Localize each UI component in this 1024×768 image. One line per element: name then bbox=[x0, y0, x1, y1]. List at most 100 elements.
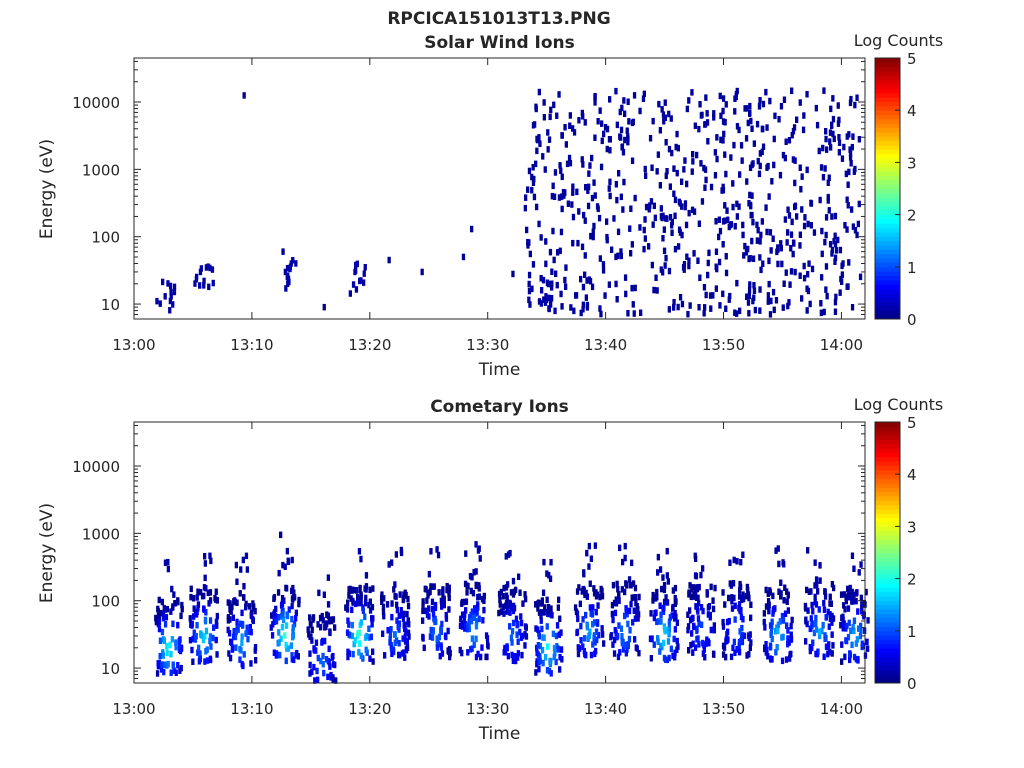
heatmap-cell bbox=[319, 615, 323, 622]
heatmap-cell bbox=[852, 565, 856, 572]
heatmap-cell bbox=[718, 302, 722, 309]
heatmap-cell bbox=[588, 604, 592, 611]
heatmap-cell bbox=[203, 560, 207, 567]
heatmap-cell bbox=[510, 651, 514, 659]
heatmap-cell bbox=[389, 626, 393, 633]
heatmap-cell bbox=[502, 610, 506, 617]
heatmap-cell bbox=[665, 215, 669, 222]
colorbar-segment bbox=[875, 656, 900, 662]
heatmap-cell bbox=[157, 596, 161, 604]
heatmap-cell bbox=[286, 272, 290, 279]
heatmap-cell bbox=[177, 637, 181, 645]
heatmap-cell bbox=[820, 627, 824, 635]
heatmap-cell bbox=[206, 263, 210, 270]
heatmap-cell bbox=[735, 310, 739, 317]
heatmap-cell bbox=[582, 635, 587, 642]
heatmap-cell bbox=[196, 588, 200, 595]
heatmap-cell bbox=[542, 558, 546, 566]
heatmap-cell bbox=[280, 602, 284, 609]
heatmap-cell bbox=[253, 647, 257, 654]
colorbar-segment bbox=[875, 478, 900, 484]
heatmap-cell bbox=[768, 229, 773, 236]
heatmap-cell bbox=[584, 294, 588, 301]
heatmap-cell bbox=[601, 261, 606, 268]
y-tick-label: 100 bbox=[91, 229, 120, 247]
y-tick-label: 100 bbox=[91, 593, 120, 611]
heatmap-cell bbox=[776, 621, 780, 629]
heatmap-cell bbox=[195, 622, 199, 629]
heatmap-cell bbox=[600, 625, 604, 632]
heatmap-cell bbox=[687, 262, 691, 270]
heatmap-cell bbox=[283, 268, 287, 276]
heatmap-cell bbox=[745, 583, 749, 591]
heatmap-cell bbox=[578, 600, 582, 608]
heatmap-cell bbox=[758, 162, 762, 170]
colorbar-segment bbox=[875, 574, 900, 580]
heatmap-cell bbox=[783, 610, 788, 617]
heatmap-cell bbox=[769, 631, 773, 638]
heatmap-cell bbox=[624, 607, 628, 614]
heatmap-cell bbox=[348, 585, 352, 593]
heatmap-cell bbox=[822, 606, 827, 613]
panel-solar-wind: 13:00 13:10 13:20 13:30 13:40 13:50 14:0010100… bbox=[37, 31, 943, 380]
heatmap-cell bbox=[252, 603, 256, 611]
heatmap-cell bbox=[161, 649, 165, 656]
heatmap-cell bbox=[549, 605, 553, 612]
heatmap-cell bbox=[670, 149, 674, 157]
heatmap-cell bbox=[732, 141, 736, 149]
heatmap-cell bbox=[536, 600, 540, 607]
heatmap-cell bbox=[641, 95, 646, 102]
heatmap-cell bbox=[761, 125, 765, 133]
heatmap-cell bbox=[766, 590, 770, 597]
heatmap-cell bbox=[818, 196, 822, 204]
heatmap-cell bbox=[612, 599, 617, 607]
heatmap-cell bbox=[287, 606, 291, 613]
y-tick-label: 10000 bbox=[72, 94, 120, 112]
heatmap-cell bbox=[803, 602, 808, 610]
heatmap-cell bbox=[661, 235, 665, 242]
heatmap-cell bbox=[769, 628, 774, 635]
heatmap-cell bbox=[836, 120, 841, 127]
heatmap-cell bbox=[169, 608, 173, 615]
heatmap-cell bbox=[356, 593, 360, 601]
heatmap-cell bbox=[322, 591, 326, 598]
heatmap-cell bbox=[290, 652, 294, 659]
heatmap-cell bbox=[523, 591, 527, 598]
heatmap-cell bbox=[855, 94, 859, 101]
heatmap-cell bbox=[539, 300, 543, 307]
heatmap-cell bbox=[154, 614, 158, 622]
heatmap-cell bbox=[788, 281, 792, 288]
heatmap-cell bbox=[249, 660, 253, 667]
heatmap-cell bbox=[632, 92, 637, 99]
heatmap-cell bbox=[276, 589, 281, 596]
heatmap-cell bbox=[763, 624, 767, 631]
heatmap-cell bbox=[159, 666, 164, 673]
x-tick-label: 13:30 bbox=[466, 700, 509, 718]
heatmap-cell bbox=[598, 305, 602, 312]
heatmap-cell bbox=[460, 649, 464, 657]
heatmap-cell bbox=[822, 653, 826, 660]
heatmap-cell bbox=[711, 292, 715, 299]
heatmap-cell bbox=[587, 183, 591, 191]
heatmap-cell bbox=[595, 636, 599, 644]
heatmap-cell bbox=[294, 609, 298, 617]
heatmap-cell bbox=[307, 631, 311, 638]
heatmap-cell bbox=[686, 626, 690, 634]
heatmap-cell bbox=[192, 629, 196, 636]
heatmap-cell bbox=[843, 653, 847, 661]
heatmap-cell bbox=[478, 555, 482, 562]
colorbar-segment bbox=[875, 127, 900, 133]
heatmap-cell bbox=[660, 585, 664, 593]
heatmap-cell bbox=[779, 579, 783, 586]
heatmap-cell bbox=[544, 654, 548, 661]
heatmap-cell bbox=[480, 595, 485, 603]
heatmap-cell bbox=[312, 663, 316, 671]
heatmap-cell bbox=[829, 144, 833, 151]
heatmap-cell bbox=[535, 644, 539, 652]
heatmap-cell bbox=[240, 633, 244, 640]
heatmap-cell bbox=[649, 610, 653, 617]
heatmap-cell bbox=[812, 629, 817, 637]
heatmap-cell bbox=[813, 582, 817, 589]
heatmap-cell bbox=[398, 591, 402, 598]
